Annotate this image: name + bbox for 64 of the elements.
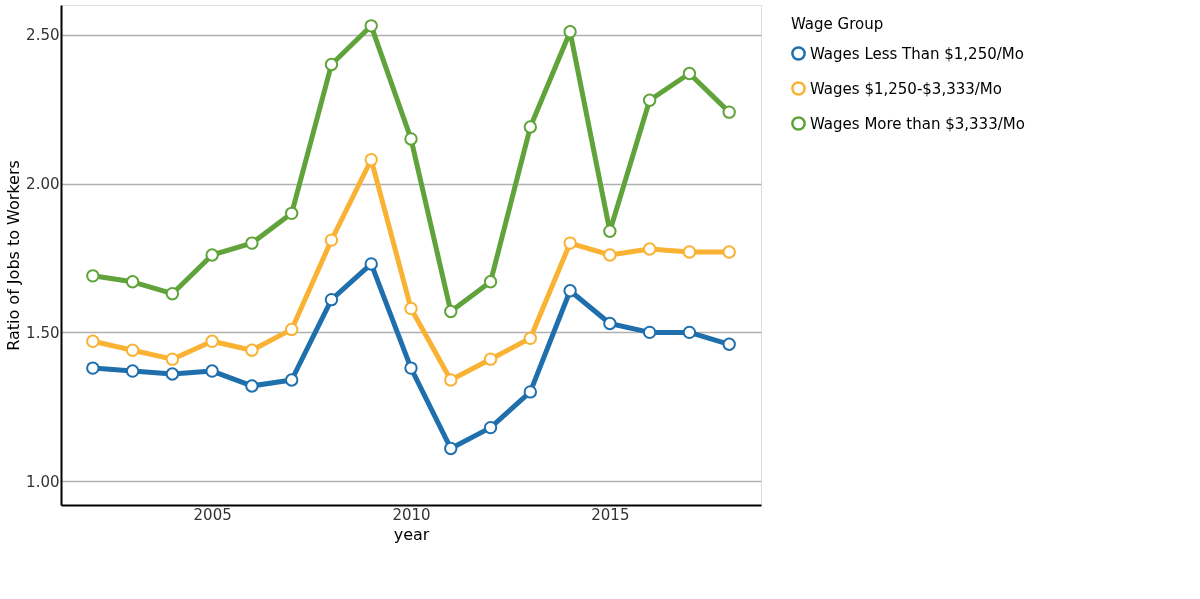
point — [404, 301, 418, 316]
point — [682, 66, 697, 81]
point — [642, 325, 657, 340]
point — [523, 385, 538, 399]
point — [603, 316, 617, 331]
point — [165, 367, 180, 381]
point — [284, 373, 299, 387]
y-tick-label: 2.00 — [26, 175, 60, 194]
point — [483, 352, 498, 366]
point — [364, 257, 378, 271]
point — [722, 245, 736, 259]
point — [125, 343, 140, 357]
y-tick-label: 1.50 — [26, 323, 60, 342]
legend-label: Wages More than $3,333/Mo — [810, 114, 1025, 133]
legend-label: Wages Less Than $1,250/Mo — [810, 44, 1024, 63]
point — [324, 292, 339, 307]
point — [404, 361, 418, 375]
point — [523, 120, 538, 134]
point — [86, 361, 100, 375]
point — [245, 379, 259, 393]
point — [483, 420, 498, 435]
point — [284, 322, 299, 337]
point — [364, 19, 378, 33]
point — [86, 269, 100, 283]
x-axis-title: year — [393, 524, 430, 544]
y-tick-label: 1.00 — [26, 472, 60, 491]
x-tick-label: 2005 — [193, 505, 232, 524]
point — [523, 331, 538, 346]
point — [86, 334, 100, 348]
point — [563, 284, 577, 298]
legend-title: Wage Group — [791, 15, 884, 33]
y-axis-title: Ratio of Jobs to Workers — [4, 160, 24, 351]
point — [245, 343, 259, 357]
x-tick-label: 2015 — [591, 505, 630, 524]
point — [444, 373, 458, 387]
x-tick-label: 2010 — [392, 505, 431, 524]
point — [642, 242, 657, 256]
point — [205, 334, 219, 348]
point — [682, 325, 697, 340]
point — [444, 304, 458, 319]
point — [722, 105, 736, 119]
point — [364, 153, 378, 167]
point — [563, 25, 577, 39]
point — [722, 337, 736, 351]
point — [603, 224, 617, 238]
point — [165, 352, 180, 366]
point — [444, 441, 458, 456]
point — [205, 248, 219, 262]
legend-label: Wages $1,250-$3,333/Mo — [810, 79, 1002, 98]
point — [483, 275, 498, 289]
point — [125, 364, 140, 378]
point — [125, 275, 140, 289]
point — [682, 245, 697, 259]
point — [404, 132, 418, 146]
point — [324, 233, 339, 247]
point — [324, 57, 339, 72]
point — [205, 364, 219, 378]
y-tick-label: 2.50 — [26, 26, 60, 45]
point — [284, 206, 299, 221]
point — [642, 93, 657, 107]
point — [603, 248, 617, 262]
point — [245, 236, 259, 250]
point — [165, 287, 180, 301]
point — [563, 236, 577, 250]
